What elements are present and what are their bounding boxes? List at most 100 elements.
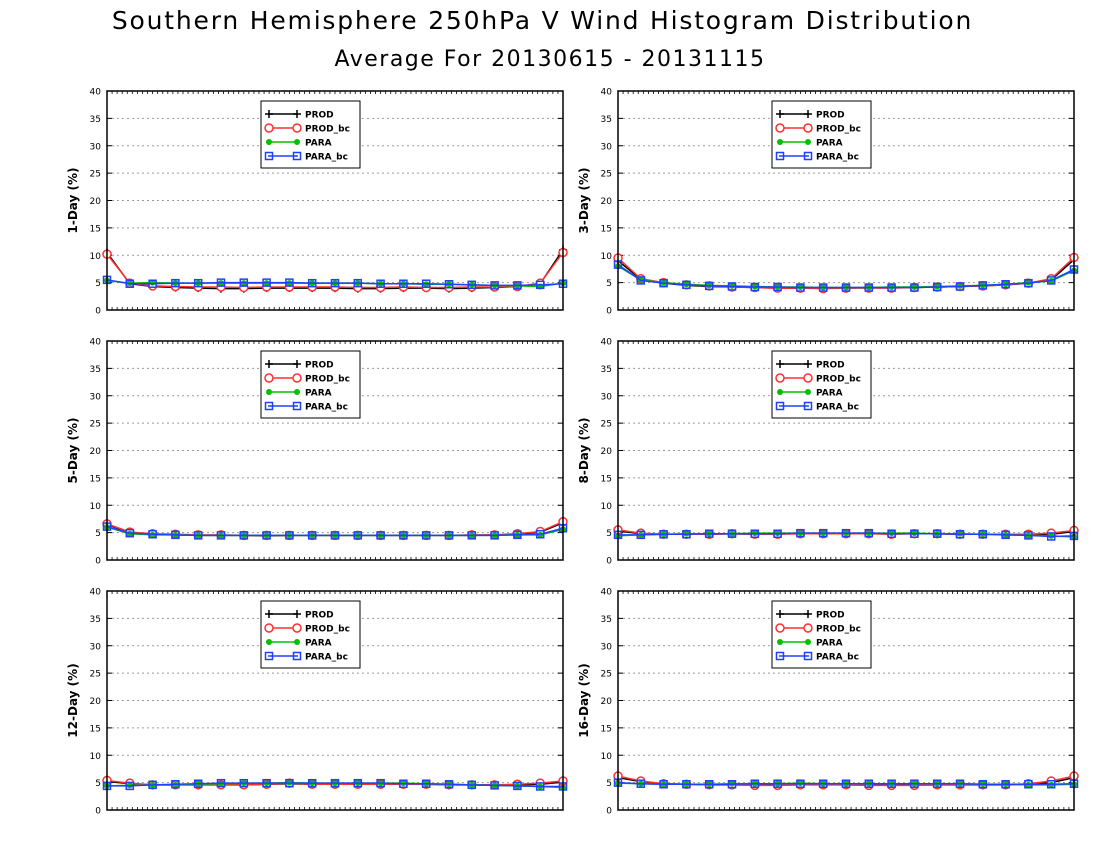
series-para-bc-marker (1001, 530, 1010, 540)
series-para-bc-line (618, 532, 1075, 538)
legend-marker (805, 639, 811, 645)
legend-entry-prod-bc: PROD_bc (775, 373, 861, 385)
series-para-bc-marker (727, 780, 737, 789)
series-para-bc-marker (490, 531, 499, 540)
series-para-bc-marker (399, 531, 408, 540)
y-tick-label: 40 (90, 88, 102, 98)
series-para-bc-marker (376, 531, 385, 540)
y-tick-label: 0 (95, 557, 101, 567)
series-para-bc-marker (864, 283, 874, 292)
legend-label: PARA_bc (305, 653, 348, 663)
series-para-bc-marker (955, 282, 965, 291)
legend-marker (805, 389, 811, 395)
series-para-bc-marker (239, 531, 249, 540)
legend-marker (775, 651, 785, 661)
y-tick-label: 30 (601, 392, 613, 402)
legend-entry-para: PARA (777, 139, 843, 149)
legend-label: PROD_bc (816, 125, 861, 135)
legend-marker (266, 639, 272, 645)
legend-label: PARA_bc (816, 403, 859, 413)
series-para-bc-marker (773, 282, 782, 292)
series-para-bc-marker (490, 281, 499, 290)
series-para-bc (613, 528, 1079, 541)
series-para-bc-marker (704, 281, 714, 291)
y-tick-label: 5 (95, 279, 101, 289)
legend: PROD PROD_bc PARA PARA_bc (771, 100, 872, 169)
series-para-bc-line (106, 525, 564, 537)
series-para-bc-marker (216, 278, 226, 287)
series-para-bc-marker (513, 281, 522, 290)
series-para-bc-marker (864, 779, 874, 788)
series-para-bc-marker (307, 778, 317, 788)
series-para-bc-marker (148, 279, 157, 288)
legend-marker (294, 639, 300, 645)
series-para-bc-marker (910, 779, 919, 788)
y-tick-label: 40 (90, 338, 102, 348)
series-para-bc-marker (887, 529, 896, 538)
series-para-bc-marker (818, 283, 828, 292)
legend-marker (777, 139, 783, 145)
series-para-bc-marker (353, 531, 363, 540)
series-para-bc-marker (330, 531, 340, 540)
series-para-bc-marker (636, 530, 646, 540)
series-para-bc-marker (841, 528, 851, 538)
legend-label: PROD (816, 361, 845, 371)
legend-marker (803, 651, 813, 661)
series-para-bc-marker (421, 779, 431, 788)
legend: PROD PROD_bc PARA PARA_bc (260, 100, 361, 169)
legend-marker (775, 123, 785, 133)
series-para-bc (102, 778, 568, 791)
series-para-bc (102, 522, 568, 540)
y-tick-label: 25 (90, 670, 101, 680)
legend-label: PROD_bc (305, 625, 350, 635)
legend-label: PARA_bc (305, 153, 348, 163)
legend-entry-prod-bc: PROD_bc (775, 623, 861, 635)
legend-entry-prod-bc: PROD_bc (264, 373, 350, 385)
y-tick-label: 5 (95, 779, 101, 789)
y-tick-label: 35 (601, 365, 612, 375)
series-para-bc-marker (239, 778, 249, 788)
chart-panel-5: 0 5 10 15 20 25 30 35 40 12-Day (%) PROD PROD_bc PAR… (66, 588, 568, 817)
series-para-bc-marker (1046, 780, 1056, 789)
y-tick-label: 10 (90, 502, 102, 512)
legend-entry-para-bc: PARA_bc (775, 401, 859, 413)
legend-label: PARA (305, 139, 332, 149)
series-para-bc-marker (490, 781, 499, 790)
y-tick-label: 20 (90, 197, 102, 207)
series-para-bc-marker (307, 278, 317, 288)
legend-marker (292, 401, 302, 411)
legend-label: PROD_bc (305, 125, 350, 135)
legend-marker (266, 389, 272, 395)
plot-frame (106, 590, 564, 811)
series-para-bc-marker (262, 531, 271, 540)
legend-entry-para-bc: PARA_bc (775, 151, 859, 163)
legend-entry-para-bc: PARA_bc (264, 651, 348, 663)
y-tick-label: 5 (606, 279, 612, 289)
y-tick-label: 15 (601, 224, 612, 234)
y-axis-label: 12-Day (%) (66, 663, 80, 737)
series-para-bc-marker (1024, 278, 1033, 288)
series-para-bc-marker (148, 780, 157, 790)
series-para-bc-marker (535, 280, 545, 290)
y-axis-label: 1-Day (%) (66, 167, 80, 233)
y-tick-label: 15 (90, 224, 101, 234)
legend-marker (264, 401, 274, 411)
series-para-bc-marker (682, 530, 691, 539)
series-para-bc-marker (193, 531, 203, 540)
y-axis-label: 3-Day (%) (577, 167, 591, 233)
series-para-bc-marker (285, 531, 294, 540)
series-para-bc-marker (727, 282, 737, 291)
series-para-bc-marker (125, 781, 135, 791)
y-tick-label: 0 (606, 557, 612, 567)
legend-marker (292, 651, 302, 661)
plot-frame (106, 90, 564, 311)
chart-panel-2: 0 5 10 15 20 25 30 35 40 3-Day (%) PROD PROD_bc PARA… (577, 88, 1079, 317)
y-tick-label: 5 (606, 779, 612, 789)
legend-label: PROD (305, 611, 334, 621)
y-tick-label: 25 (601, 170, 612, 180)
series-para-bc-marker (750, 779, 760, 788)
legend-label: PARA_bc (816, 653, 859, 663)
legend-marker (292, 373, 302, 383)
series-para-bc-marker (307, 531, 317, 540)
series-para-bc-marker (773, 779, 782, 788)
